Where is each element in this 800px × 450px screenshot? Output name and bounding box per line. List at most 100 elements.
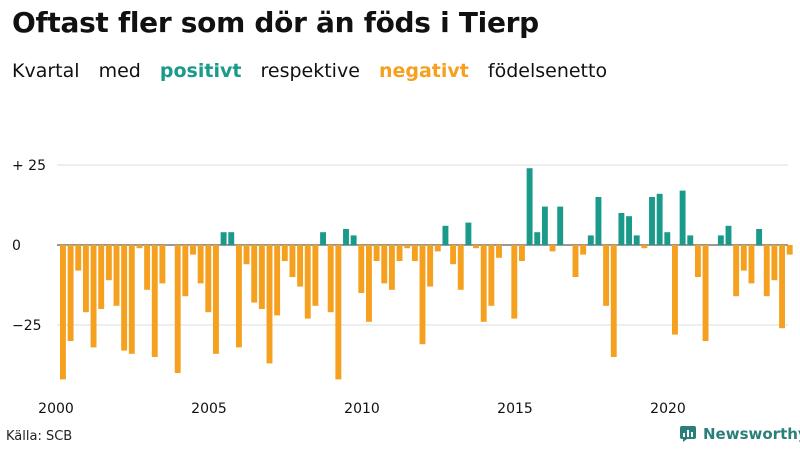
bar [396,245,403,261]
bar [312,245,319,306]
subtitle-word-fodelsenetto: födelsenetto [487,60,608,82]
bar [289,245,296,277]
bar [235,245,242,348]
bar [641,245,648,249]
y-tick-label: −25 [12,318,42,334]
bar [633,235,640,245]
bar [687,235,694,245]
bar [526,168,533,245]
bar [381,245,388,284]
bar [213,245,219,354]
bar [549,245,556,252]
bar [82,245,89,313]
bar [159,245,166,284]
bar [343,229,349,245]
bar [786,245,793,255]
bar [733,245,740,297]
bar [320,232,326,245]
bar [174,245,181,373]
chart-title: Oftast fler som dör än föds i Tierp [12,6,539,39]
bar [297,245,304,287]
bar [496,245,502,258]
x-tick-label: 2020 [650,401,686,417]
bar [649,197,655,245]
bar [243,245,250,265]
bar [572,245,579,277]
y-tick-label: 0 [12,238,21,254]
bar [756,229,763,245]
bar [228,232,235,245]
bar [90,245,97,348]
subtitle-word-kvartal: Kvartal [12,60,80,82]
bar [373,245,380,261]
bar [151,245,158,357]
bar [182,245,189,297]
bar [740,245,747,271]
bar [113,245,120,306]
y-tick-label: + 25 [12,158,46,174]
bar [388,245,395,290]
bar [327,245,334,313]
bar [266,245,273,364]
subtitle-word-respektive: respektive [260,60,360,82]
bar [488,245,495,306]
bar [366,245,372,322]
bar [358,245,365,293]
bar [190,245,196,255]
chart-subtitle: Kvartal med positivt respektive negativt… [12,60,620,82]
bar [580,245,587,255]
bar [136,245,143,249]
bar [404,245,411,249]
subtitle-positive-label: positivt [159,60,242,82]
bar [98,245,105,309]
bar [427,245,434,287]
bar [75,245,82,271]
bar-chart-logo-icon [680,426,696,442]
bar [656,193,663,245]
bar [603,245,610,306]
bar [618,213,625,245]
bar [205,245,212,313]
bar [457,245,464,290]
bar [748,245,755,284]
bar [220,232,227,245]
bar [274,245,281,316]
bar [771,245,778,281]
bar [60,245,66,380]
bar [121,245,128,351]
bar [679,190,686,245]
source-note: Källa: SCB [6,429,73,444]
bar [557,206,564,245]
bar [465,222,472,245]
bar [128,245,135,354]
x-tick-label: 2015 [497,401,533,417]
bar [587,235,594,245]
subtitle-negative-label: negativt [378,60,469,82]
bar [442,225,449,245]
bar [67,245,74,341]
bar [763,245,770,297]
bar [473,245,479,249]
bar [779,245,785,329]
brand-name: Newsworthy [703,425,800,443]
bar [610,245,617,357]
x-tick-label: 2005 [191,401,227,417]
bar [105,245,112,281]
bar [717,235,724,245]
bar [595,197,602,245]
bar [480,245,487,322]
bar [350,235,357,245]
bar [725,225,732,245]
bar [251,245,258,303]
bar [144,245,151,290]
bar [511,245,518,319]
bar [541,206,548,245]
bar [281,245,288,261]
x-tick-label: 2010 [344,401,380,417]
bar [672,245,678,335]
bar [304,245,311,319]
bar [419,245,426,345]
bar [694,245,701,277]
bar [411,245,418,261]
